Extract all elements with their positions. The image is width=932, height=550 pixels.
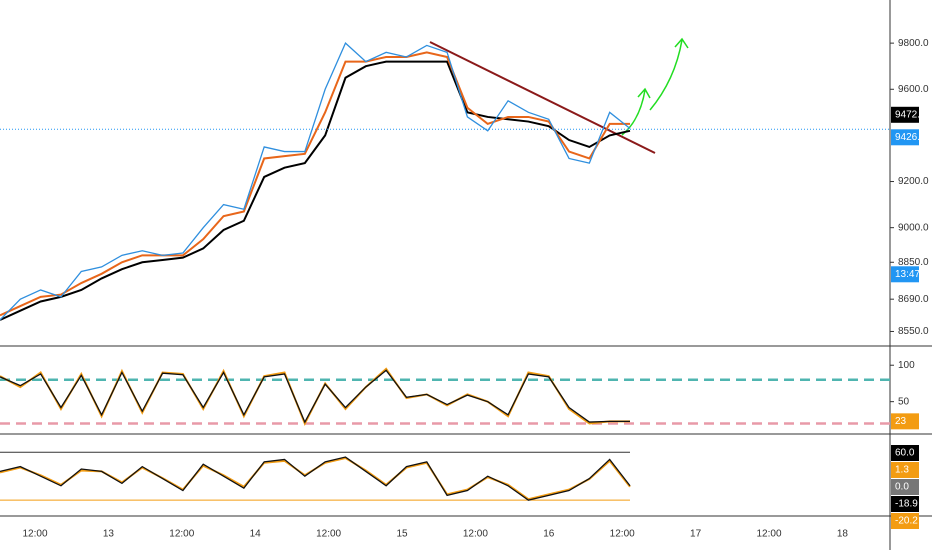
y-tick-label: 9600.0 <box>898 84 929 95</box>
x-tick-label: 13 <box>103 529 115 540</box>
price-tag <box>891 129 919 146</box>
x-tick-label: 15 <box>396 529 408 540</box>
projection-arrow <box>649 37 689 111</box>
price-tag <box>891 266 919 283</box>
x-tick-label: 18 <box>837 529 849 540</box>
price-tag-label: 0.0 <box>895 482 909 493</box>
series-line <box>0 60 631 321</box>
y-tick-label: 9800.0 <box>898 38 929 49</box>
price-tag-label: 13:47 <box>895 269 920 280</box>
y-tick-label: 9000.0 <box>898 222 929 233</box>
price-tag-label: 60.0 <box>895 448 915 459</box>
x-tick-label: 12:00 <box>463 529 488 540</box>
series-line <box>0 456 631 501</box>
x-tick-label: 12:00 <box>756 529 781 540</box>
series-line <box>0 369 630 424</box>
y-tick-label: 8690.0 <box>898 294 929 305</box>
price-tag-label: -18.9 <box>895 499 918 510</box>
price-tag <box>891 106 919 123</box>
price-tag-label: 1.3 <box>895 465 909 476</box>
x-tick-label: 12:00 <box>610 529 635 540</box>
price-tag-label: -20.2 <box>895 516 918 527</box>
price-tag <box>891 513 919 529</box>
price-tag <box>891 479 919 495</box>
y-tick-label: 8550.0 <box>898 326 929 337</box>
series-line <box>0 42 631 321</box>
price-tag <box>891 496 919 512</box>
x-tick-label: 12:00 <box>22 529 47 540</box>
price-tag-label: 23 <box>895 416 907 427</box>
price-tag <box>891 413 919 430</box>
price-tag-label: 9472.0 <box>895 109 926 120</box>
x-tick-label: 12:00 <box>316 529 341 540</box>
x-tick-label: 17 <box>690 529 702 540</box>
price-tag-label: 9426.5 <box>895 132 926 143</box>
y-tick-label: 8850.0 <box>898 257 929 268</box>
price-tag <box>891 445 919 461</box>
x-tick-label: 16 <box>543 529 555 540</box>
x-tick-label: 12:00 <box>169 529 194 540</box>
y-tick-label: 50 <box>898 396 910 407</box>
x-tick-label: 14 <box>250 529 262 540</box>
y-tick-label: 100 <box>898 360 915 371</box>
price-tag <box>891 462 919 478</box>
y-tick-label: 9200.0 <box>898 176 929 187</box>
series-line <box>0 51 630 317</box>
